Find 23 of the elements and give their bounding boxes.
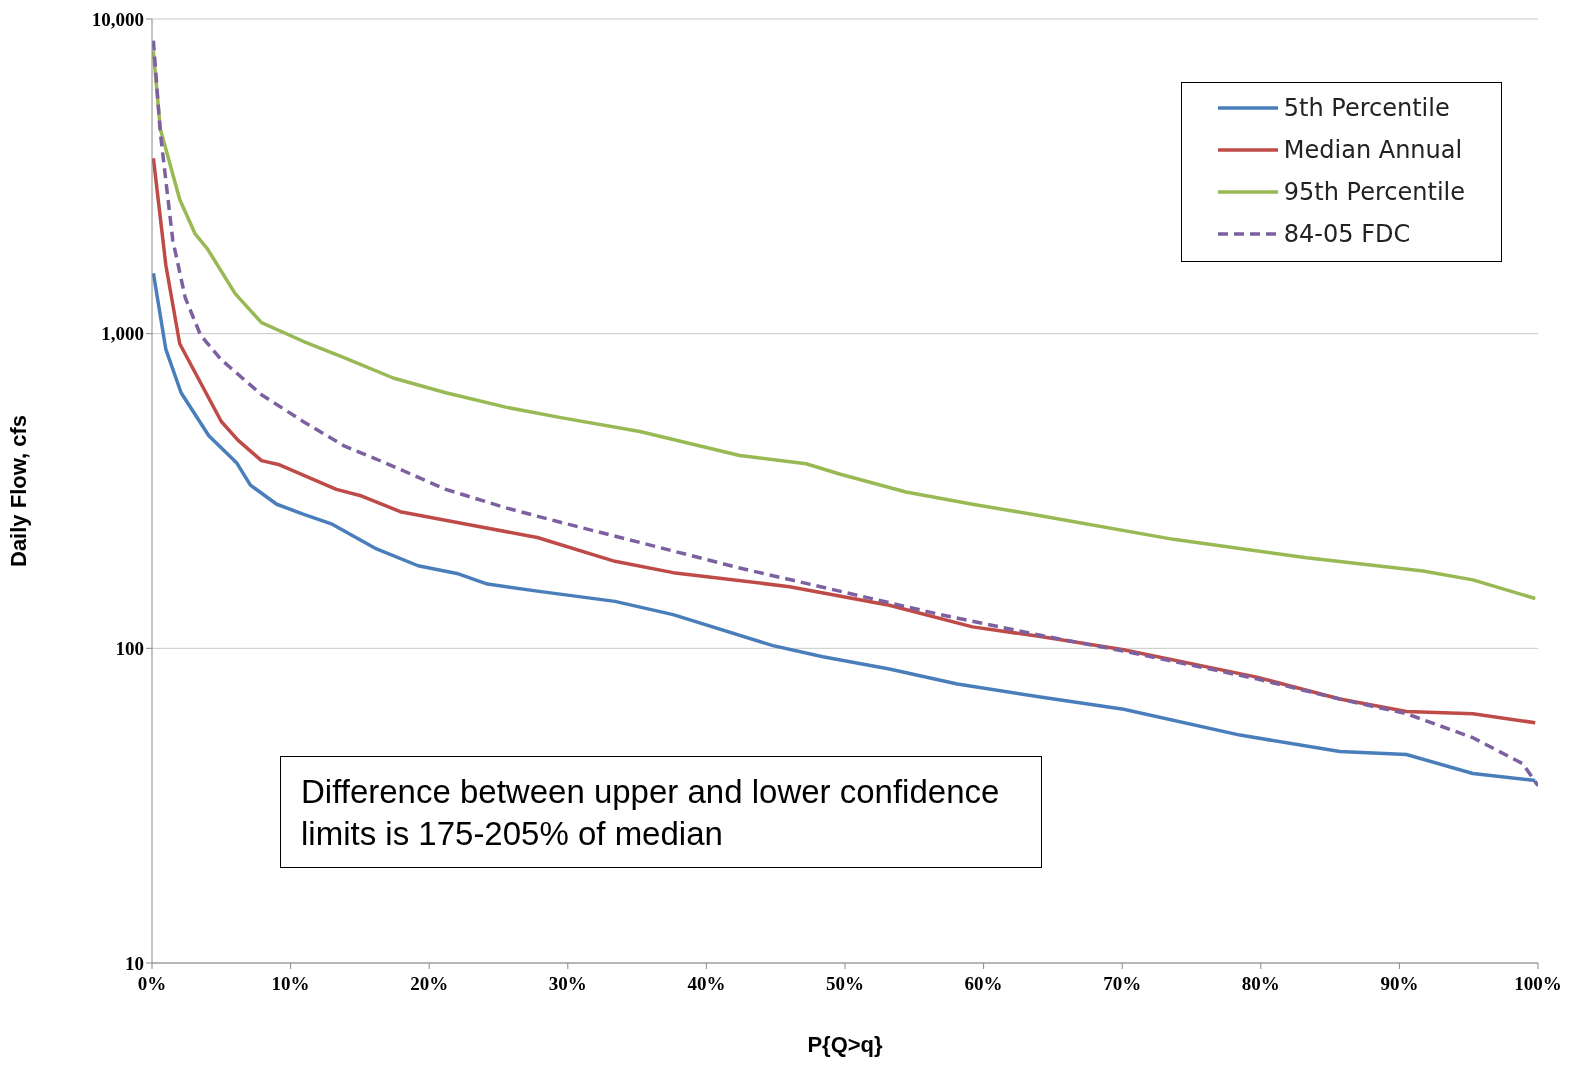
x-tick-label: 70% — [1103, 973, 1142, 995]
x-tick-label: 40% — [687, 973, 726, 995]
annotation: Difference between upper and lower confidence limits is 175-205% of median — [280, 756, 1042, 868]
y-tick-label: 1,000 — [101, 323, 144, 345]
y-tick-label: 10,000 — [91, 8, 144, 30]
legend-label: Median Annual — [1283, 135, 1463, 166]
x-tick-label: 50% — [826, 973, 864, 995]
y-axis-title: Daily Flow, cfs — [5, 414, 31, 568]
line-series — [152, 49, 1537, 601]
y-tick-label: 10 — [125, 952, 144, 974]
x-tick-label: 20% — [410, 973, 449, 995]
legend-label: 95th Percentile — [1283, 177, 1465, 208]
x-tick-label: 90% — [1380, 973, 1419, 995]
x-tick-label: 80% — [1241, 973, 1280, 995]
x-tick-label: 30% — [548, 973, 587, 995]
x-tick-label: 0% — [137, 973, 167, 995]
x-axis-title: P{Q>q} — [807, 1032, 884, 1057]
x-tick-label: 10% — [271, 973, 310, 995]
y-tick-label: 100 — [115, 638, 144, 660]
x-tick-label: 60% — [964, 973, 1003, 995]
legend-label: 5th Percentile — [1283, 93, 1450, 124]
legend-label: 84-05 FDC — [1283, 219, 1411, 250]
x-tick-label: 100% — [1514, 973, 1562, 995]
